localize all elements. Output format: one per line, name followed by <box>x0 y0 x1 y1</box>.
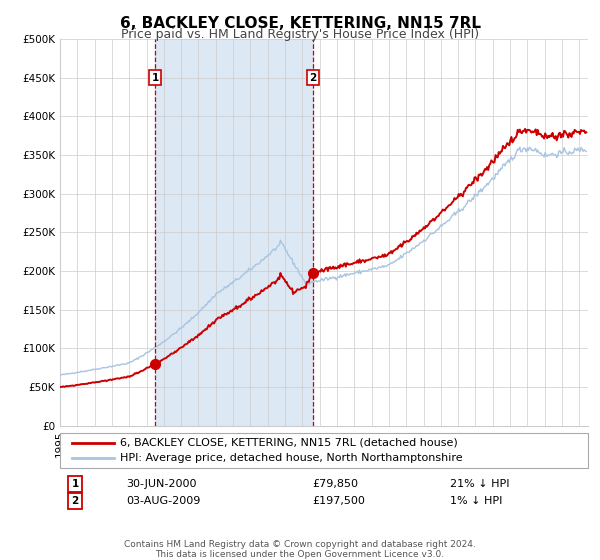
Text: This data is licensed under the Open Government Licence v3.0.: This data is licensed under the Open Gov… <box>155 550 445 559</box>
Text: 1: 1 <box>71 479 79 489</box>
Text: 2: 2 <box>71 496 79 506</box>
Text: 21% ↓ HPI: 21% ↓ HPI <box>450 479 509 489</box>
Bar <box>155 39 313 426</box>
Text: HPI: Average price, detached house, North Northamptonshire: HPI: Average price, detached house, Nort… <box>120 453 463 463</box>
Text: 6, BACKLEY CLOSE, KETTERING, NN15 7RL: 6, BACKLEY CLOSE, KETTERING, NN15 7RL <box>119 16 481 31</box>
Text: £79,850: £79,850 <box>312 479 358 489</box>
Text: 1: 1 <box>152 73 159 83</box>
Text: 2: 2 <box>309 73 316 83</box>
Text: Contains HM Land Registry data © Crown copyright and database right 2024.: Contains HM Land Registry data © Crown c… <box>124 540 476 549</box>
Text: £197,500: £197,500 <box>312 496 365 506</box>
Text: 6, BACKLEY CLOSE, KETTERING, NN15 7RL (detached house): 6, BACKLEY CLOSE, KETTERING, NN15 7RL (d… <box>120 437 458 447</box>
Text: 03-AUG-2009: 03-AUG-2009 <box>126 496 200 506</box>
Text: Price paid vs. HM Land Registry's House Price Index (HPI): Price paid vs. HM Land Registry's House … <box>121 28 479 41</box>
Text: 1% ↓ HPI: 1% ↓ HPI <box>450 496 502 506</box>
Text: 30-JUN-2000: 30-JUN-2000 <box>126 479 197 489</box>
